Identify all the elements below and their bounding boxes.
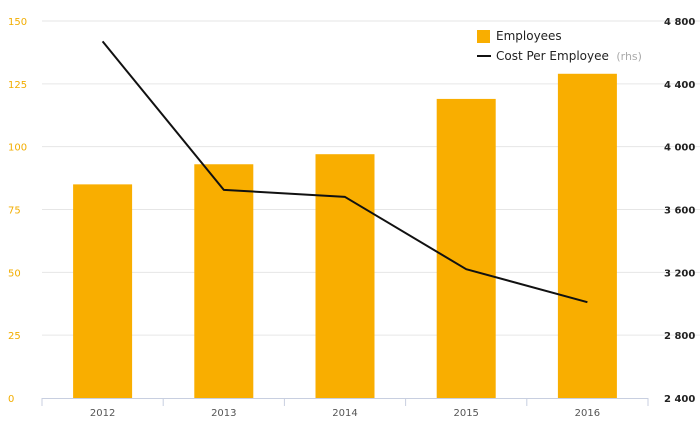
bar-employees <box>73 184 133 398</box>
axes: 0 25 50 75 100 125 150 2 400 2 800 3 200 3 600 4 00… <box>8 17 695 419</box>
x-tick-label: 2013 <box>211 408 236 419</box>
y-left-tick-label: 100 <box>8 143 27 154</box>
y-left-tick-label: 50 <box>8 268 21 279</box>
y-right-tick-label: 4 400 <box>664 80 695 91</box>
bar-employees <box>436 98 496 398</box>
x-tick-label: 2015 <box>453 408 478 419</box>
bar-employees <box>557 73 617 398</box>
bar-series-employees <box>73 73 617 398</box>
legend: Employees Cost Per Employee (rhs) <box>477 29 642 64</box>
y-right-tick-label: 4 000 <box>664 143 695 154</box>
legend-label-cost-text: Cost Per Employee <box>496 49 609 63</box>
legend-label-cost-per-employee: Cost Per Employee (rhs) <box>496 47 642 64</box>
y-right-tick-label: 2 800 <box>664 331 695 342</box>
y-left-tick-label: 75 <box>8 206 21 217</box>
y-left-tick-label: 125 <box>8 80 27 91</box>
legend-label-rhs-suffix: (rhs) <box>616 50 642 63</box>
y-left-tick-label: 25 <box>8 331 21 342</box>
line-series-cost-per-employee <box>101 40 588 304</box>
y-left-tick-label: 0 <box>8 394 14 405</box>
y-right-tick-label: 4 800 <box>664 17 695 28</box>
y-right-tick-label: 3 600 <box>664 206 695 217</box>
y-right-tick-label: 2 400 <box>664 394 695 405</box>
y-right-tick-label: 3 200 <box>664 268 695 279</box>
legend-swatch-employees <box>477 30 490 43</box>
bar-employees <box>315 154 375 398</box>
x-tick-label: 2016 <box>575 408 600 419</box>
x-tick-label: 2014 <box>332 408 357 419</box>
y-left-tick-label: 150 <box>8 17 27 28</box>
bar-employees <box>194 164 254 398</box>
x-tick-label: 2012 <box>90 408 115 419</box>
legend-label-employees: Employees <box>496 29 562 43</box>
